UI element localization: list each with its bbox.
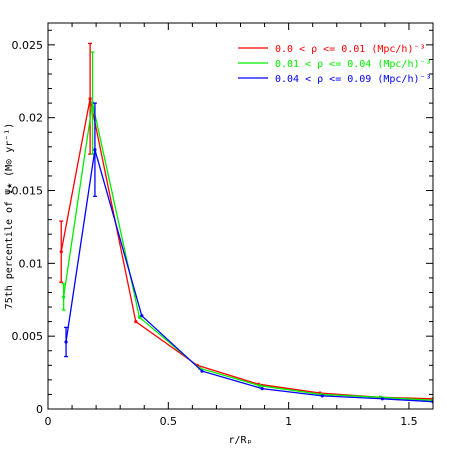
series-line-3 — [65, 149, 433, 403]
data-point — [200, 369, 204, 373]
y-axis-label: 75th percentile of Ψ★ (M⊙ yr⁻¹) — [4, 123, 15, 310]
x-tick-label: 1.5 — [400, 415, 418, 428]
y-tick-label: 0.005 — [12, 330, 44, 343]
data-point — [64, 340, 68, 344]
x-tick-label: 0.5 — [160, 415, 178, 428]
y-tick-label: 0.025 — [12, 39, 44, 52]
data-point — [90, 101, 95, 105]
y-tick-label: 0 — [36, 403, 43, 416]
y-tick-label: 0.01 — [19, 257, 44, 270]
y-tick-label: 0.015 — [12, 185, 44, 198]
data-point — [380, 397, 385, 401]
data-point — [93, 148, 97, 152]
x-tick-label: 0 — [45, 415, 52, 428]
tick-labels: 0 0.5 1 1.5 0 0.005 0.01 0.015 0.02 0.025 — [12, 39, 418, 428]
data-point — [88, 97, 92, 101]
axis-ticks — [47, 23, 434, 410]
y-tick-label: 0.02 — [19, 112, 44, 125]
data-point — [59, 250, 63, 254]
legend-label-1: 0.0 < ρ <= 0.01 (Mpc/h)⁻³ — [275, 44, 426, 55]
x-tick-label: 1 — [285, 415, 292, 428]
series-line-2 — [62, 102, 433, 401]
data-point — [134, 320, 138, 324]
plot-marks — [59, 42, 433, 404]
legend-label-2: 0.01 < ρ <= 0.04 (Mpc/h)⁻³ — [275, 59, 432, 70]
data-point — [62, 295, 66, 299]
data-point — [140, 314, 144, 318]
data-point — [260, 387, 264, 391]
series-line-1 — [60, 98, 433, 400]
data-point — [320, 394, 324, 398]
legend-label-3: 0.04 < ρ <= 0.09 (Mpc/h)⁻³ — [275, 74, 432, 85]
x-axis-label: r/Rₚ — [228, 435, 252, 446]
legend: 0.0 < ρ <= 0.01 (Mpc/h)⁻³ 0.01 < ρ <= 0.0… — [238, 44, 432, 85]
data-point — [258, 384, 262, 388]
data-point — [137, 315, 142, 319]
